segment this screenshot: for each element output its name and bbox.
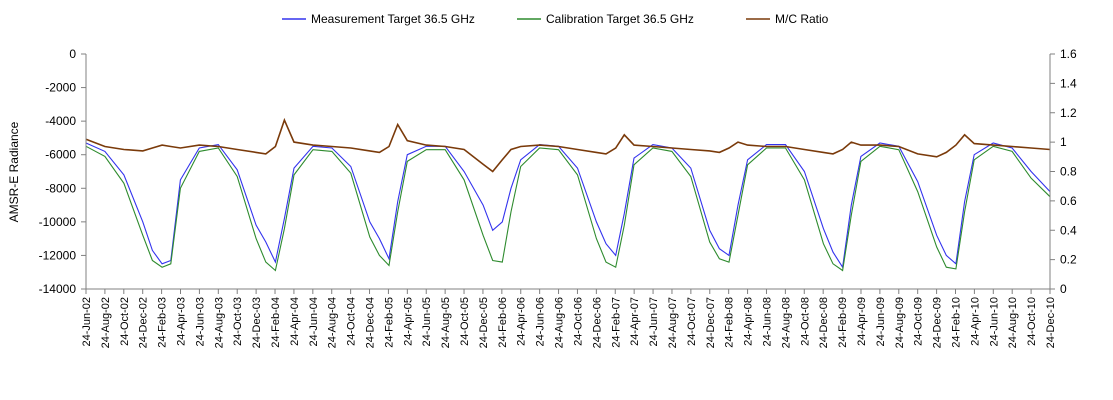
y-tick-label: -8000	[45, 181, 76, 195]
y2-tick-label: 1.2	[1060, 106, 1077, 120]
x-tick-label: 24-Aug-09	[894, 297, 906, 348]
x-tick-label: 24-Oct-05	[459, 297, 471, 346]
x-tick-label: 24-Apr-03	[176, 297, 188, 346]
y-tick-label: -2000	[45, 81, 76, 95]
x-tick-label: 24-Dec-09	[932, 297, 944, 348]
x-tick-label: 24-Aug-08	[780, 297, 792, 348]
x-tick-label: 24-Jun-07	[648, 297, 660, 347]
x-tick-label: 24-Apr-08	[743, 297, 755, 346]
x-tick-label: 24-Jun-06	[535, 297, 547, 347]
x-tick-label: 24-Jun-05	[421, 297, 433, 347]
x-tick-label: 24-Dec-10	[1045, 297, 1057, 348]
x-tick-label: 24-Apr-05	[402, 297, 414, 346]
x-tick-label: 24-Dec-04	[365, 297, 377, 348]
x-tick-label: 24-Aug-05	[440, 297, 452, 348]
x-tick-label: 24-Dec-07	[705, 297, 717, 348]
x-tick-label: 24-Apr-06	[516, 297, 528, 346]
x-tick-label: 24-Dec-03	[251, 297, 263, 348]
x-tick-label: 24-Apr-10	[969, 297, 981, 346]
x-tick-label: 24-Jun-09	[875, 297, 887, 347]
x-tick-label: 24-Oct-09	[913, 297, 925, 346]
x-tick-label: 24-Jun-03	[194, 297, 206, 347]
x-tick-label: 24-Jun-08	[761, 297, 773, 347]
x-tick-label: 24-Oct-03	[232, 297, 244, 346]
x-tick-label: 24-Oct-02	[119, 297, 131, 346]
x-tick-label: 24-Feb-07	[610, 297, 622, 348]
x-tick-label: 24-Oct-06	[572, 297, 584, 346]
plot-axes	[85, 54, 1051, 290]
x-tick-label: 24-Aug-04	[327, 297, 339, 348]
y2-tick-label: 0.4	[1060, 223, 1077, 237]
x-tick-label: 24-Apr-09	[856, 297, 868, 346]
y2-tick-label: 0.8	[1060, 165, 1077, 179]
plot-lines	[85, 117, 1051, 272]
series-line-3	[85, 117, 1051, 173]
legend-label-3: M/C Ratio	[775, 12, 829, 26]
y2-axis-ticks: 1.6 1.4 1.2 1 0.8 0.6 0.4 0.2 0	[1050, 47, 1077, 296]
y2-tick-label: 0	[1060, 282, 1067, 296]
y-tick-label: 0	[69, 47, 76, 61]
x-tick-label: 24-Jun-04	[308, 297, 320, 347]
y2-tick-label: 0.2	[1060, 253, 1077, 267]
legend-label-2: Calibration Target 36.5 GHz	[546, 12, 694, 26]
x-tick-label: 24-Oct-10	[1026, 297, 1038, 346]
x-tick-label: 24-Aug-06	[554, 297, 566, 348]
x-tick-label: 24-Jun-02	[81, 297, 93, 347]
y2-tick-label: 1.6	[1060, 47, 1077, 61]
x-tick-label: 24-Apr-07	[629, 297, 641, 346]
y2-tick-label: 1.4	[1060, 76, 1077, 90]
x-axis-ticks: 24-Jun-02 24-Aug-02 24-Oct-02 24-Dec-02 24-F…	[81, 289, 1057, 348]
x-tick-label: 24-Oct-04	[346, 297, 358, 346]
legend-label-1: Measurement Target 36.5 GHz	[311, 12, 475, 26]
x-tick-label: 24-Feb-08	[724, 297, 736, 348]
y-tick-label: -4000	[45, 114, 76, 128]
y-axis-label: AMSR-E Radiance	[7, 121, 21, 222]
x-tick-label: 24-Feb-05	[383, 297, 395, 348]
x-tick-label: 24-Aug-10	[1007, 297, 1019, 348]
y2-tick-label: 0.6	[1060, 194, 1077, 208]
x-tick-label: 24-Feb-10	[950, 297, 962, 348]
x-tick-label: 24-Aug-02	[100, 297, 112, 348]
y-tick-label: -12000	[39, 248, 77, 262]
x-tick-label: 24-Dec-06	[591, 297, 603, 348]
x-tick-label: 24-Feb-03	[157, 297, 169, 348]
x-tick-label: 24-Dec-02	[138, 297, 150, 348]
x-tick-label: 24-Jun-10	[988, 297, 1000, 347]
x-tick-label: 24-Feb-09	[837, 297, 849, 348]
x-tick-label: 24-Aug-07	[667, 297, 679, 348]
y2-tick-label: 1	[1060, 135, 1067, 149]
x-tick-label: 24-Dec-05	[478, 297, 490, 348]
y-tick-label: -14000	[39, 282, 77, 296]
x-tick-label: 24-Dec-08	[818, 297, 830, 348]
x-tick-label: 24-Apr-04	[289, 297, 301, 346]
x-tick-label: 24-Aug-03	[213, 297, 225, 348]
y-tick-label: -10000	[39, 215, 77, 229]
chart-legend: Measurement Target 36.5 GHz Calibration T…	[282, 12, 829, 26]
x-tick-label: 24-Oct-07	[686, 297, 698, 346]
y-tick-label: -6000	[45, 148, 76, 162]
series-line-2	[85, 145, 1051, 272]
x-tick-label: 24-Feb-06	[497, 297, 509, 348]
y-axis-ticks: 0 -2000 -4000 -6000 -8000 -10000 -12000 -14000	[39, 47, 86, 296]
x-tick-label: 24-Oct-08	[799, 297, 811, 346]
x-tick-label: 24-Feb-04	[270, 297, 282, 348]
